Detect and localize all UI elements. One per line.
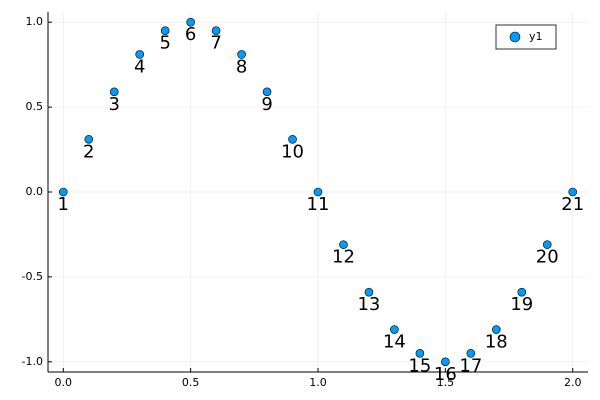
point bbox=[517, 287, 527, 297]
annotation: 6 bbox=[185, 24, 196, 45]
point bbox=[466, 349, 476, 358]
annotation: 10 bbox=[281, 141, 304, 162]
x-tick-label: 0.5 bbox=[182, 376, 200, 389]
y-tick-label: 1.0 bbox=[26, 15, 44, 28]
point bbox=[84, 135, 94, 144]
annotation: 16 bbox=[434, 364, 457, 385]
annotation: 12 bbox=[332, 247, 355, 268]
y-tick-label: 0.5 bbox=[26, 100, 44, 113]
annotation: 17 bbox=[459, 355, 482, 376]
y-tick-label: -0.5 bbox=[22, 270, 43, 283]
point bbox=[237, 50, 246, 59]
legend-label: y1 bbox=[529, 30, 543, 43]
point bbox=[211, 26, 221, 35]
point bbox=[288, 135, 297, 144]
annotation: 1 bbox=[58, 194, 69, 215]
annotation: 5 bbox=[159, 33, 170, 54]
x-tick-label: 0.0 bbox=[55, 376, 73, 389]
annotation: 19 bbox=[510, 294, 533, 315]
legend-marker bbox=[509, 31, 521, 43]
y-tick-label: 0.0 bbox=[26, 185, 44, 198]
point bbox=[313, 187, 323, 197]
annotation: 3 bbox=[108, 94, 119, 115]
point bbox=[160, 26, 170, 35]
x-tick-label: 1.0 bbox=[309, 376, 327, 389]
annotation: 9 bbox=[261, 94, 272, 115]
annotation: 20 bbox=[536, 247, 559, 268]
point bbox=[441, 357, 450, 367]
annotation: 7 bbox=[210, 33, 221, 54]
point bbox=[58, 187, 68, 197]
point bbox=[568, 187, 578, 197]
point bbox=[186, 17, 195, 27]
legend-box bbox=[495, 24, 557, 50]
point bbox=[390, 325, 399, 334]
annotation: 4 bbox=[134, 56, 145, 77]
x-tick-label: 2.0 bbox=[564, 376, 582, 389]
point bbox=[415, 349, 425, 358]
point bbox=[339, 240, 348, 249]
annotation: 14 bbox=[383, 332, 406, 353]
point bbox=[109, 87, 119, 97]
annotation: 8 bbox=[236, 56, 247, 77]
y-tick-label: -1.0 bbox=[22, 355, 43, 368]
point bbox=[364, 287, 374, 297]
annotation: 2 bbox=[83, 141, 94, 162]
annotation: 11 bbox=[307, 194, 330, 215]
annotation: 18 bbox=[485, 332, 508, 353]
point bbox=[492, 325, 501, 334]
point bbox=[262, 87, 272, 97]
point bbox=[542, 240, 552, 249]
annotation: 21 bbox=[561, 194, 584, 215]
x-tick-label: 1.5 bbox=[437, 376, 455, 389]
annotation: 13 bbox=[357, 294, 380, 315]
annotation: 15 bbox=[408, 355, 431, 376]
point bbox=[135, 50, 144, 59]
